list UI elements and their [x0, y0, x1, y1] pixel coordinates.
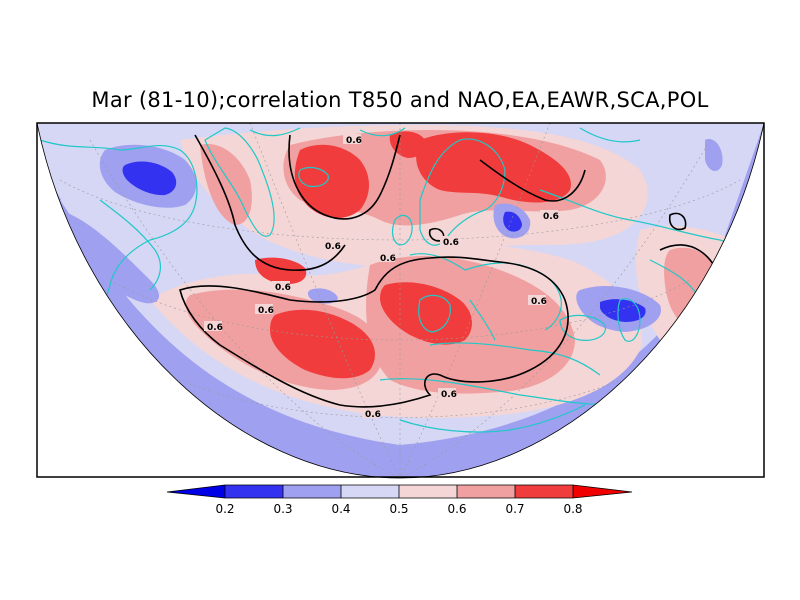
contour-label: 0.6 — [543, 212, 559, 222]
field-blue-atlantic-small — [307, 288, 338, 304]
field-red-atlantic — [270, 309, 375, 379]
colorbar-tick-label: 0.8 — [563, 502, 582, 516]
graticule-line — [249, 123, 401, 478]
field-pink-greenland — [200, 144, 252, 225]
contour-label: 0.6 — [443, 238, 459, 248]
graticule — [59, 123, 741, 478]
contour-line — [668, 212, 687, 231]
colorbar-arrow-low — [167, 485, 225, 498]
contour-label: 0.6 — [275, 283, 291, 293]
coastline-north-america — [39, 139, 198, 331]
colorbar-tick-label: 0.7 — [505, 502, 524, 516]
colorbar-tick-label: 0.5 — [389, 502, 408, 516]
contour-label: 0.6 — [531, 297, 547, 307]
contour-label: 0.6 — [325, 242, 341, 252]
graticule-line — [89, 139, 401, 478]
colorbar-arrow-high — [573, 485, 632, 498]
contour-label: 0.6 — [258, 306, 274, 316]
coastline-iceland — [298, 166, 329, 188]
colorbar-tick-label: 0.4 — [331, 502, 350, 516]
field-blue-east-strip — [705, 139, 723, 172]
contour-line — [179, 256, 569, 408]
field-pink-west — [40, 293, 102, 335]
colorbar-tick-label: 0.6 — [447, 502, 466, 516]
colorbar: 0.2 0.3 0.4 0.5 0.6 0.7 0.8 — [166, 484, 633, 516]
coastline-italy — [469, 299, 496, 341]
contour-line — [288, 134, 401, 220]
contour-labels: 0.6 0.6 0.6 0.6 0.6 0.6 0.6 0.6 0.6 0.6 … — [204, 134, 559, 420]
contour-label: 0.6 — [380, 254, 396, 264]
field-red-nw — [294, 144, 369, 219]
colorbar-tick-label: 0.3 — [273, 502, 292, 516]
colorbar-tick-label: 0.2 — [215, 502, 234, 516]
field-blue-canada-core — [122, 161, 177, 196]
colorbar-box — [341, 485, 399, 498]
coastline-mediterranean — [429, 342, 601, 376]
coastline-north — [249, 127, 641, 143]
field-red-europe — [380, 282, 472, 345]
field-red-ne — [416, 132, 571, 203]
domain-outline — [36, 122, 765, 479]
colorbar-box — [399, 485, 457, 498]
coastline-greenland — [204, 127, 275, 237]
contour-label: 0.6 — [441, 390, 457, 400]
coastline-caspian — [617, 298, 641, 342]
coastline-iberia — [418, 294, 451, 333]
colorbar-box — [283, 485, 341, 498]
colorbar-box — [515, 485, 573, 498]
map-frame — [36, 122, 765, 478]
contour-label: 0.6 — [207, 323, 223, 333]
contour-label: 0.6 — [365, 410, 381, 420]
contour-line — [479, 159, 586, 202]
graticule-line — [179, 379, 621, 418]
contour-label: 0.6 — [346, 136, 362, 146]
coastline-africa-2 — [399, 404, 586, 433]
map-title: Mar (81-10);correlation T850 and NAO,EA,… — [91, 88, 709, 112]
colorbar-dividers — [224, 485, 574, 498]
colorbar-box — [225, 485, 283, 498]
graticule-line — [399, 123, 551, 478]
graticule-line — [59, 179, 741, 241]
field-blue-baltic-core — [503, 211, 522, 232]
graticule-line — [399, 139, 711, 478]
colorbar-box — [457, 485, 515, 498]
field-blue-west-band — [55, 210, 160, 304]
contour-line — [194, 134, 346, 271]
coastline-north-america-2 — [99, 199, 162, 291]
contour-line — [81, 295, 109, 316]
coastline-british-isles — [391, 214, 413, 246]
